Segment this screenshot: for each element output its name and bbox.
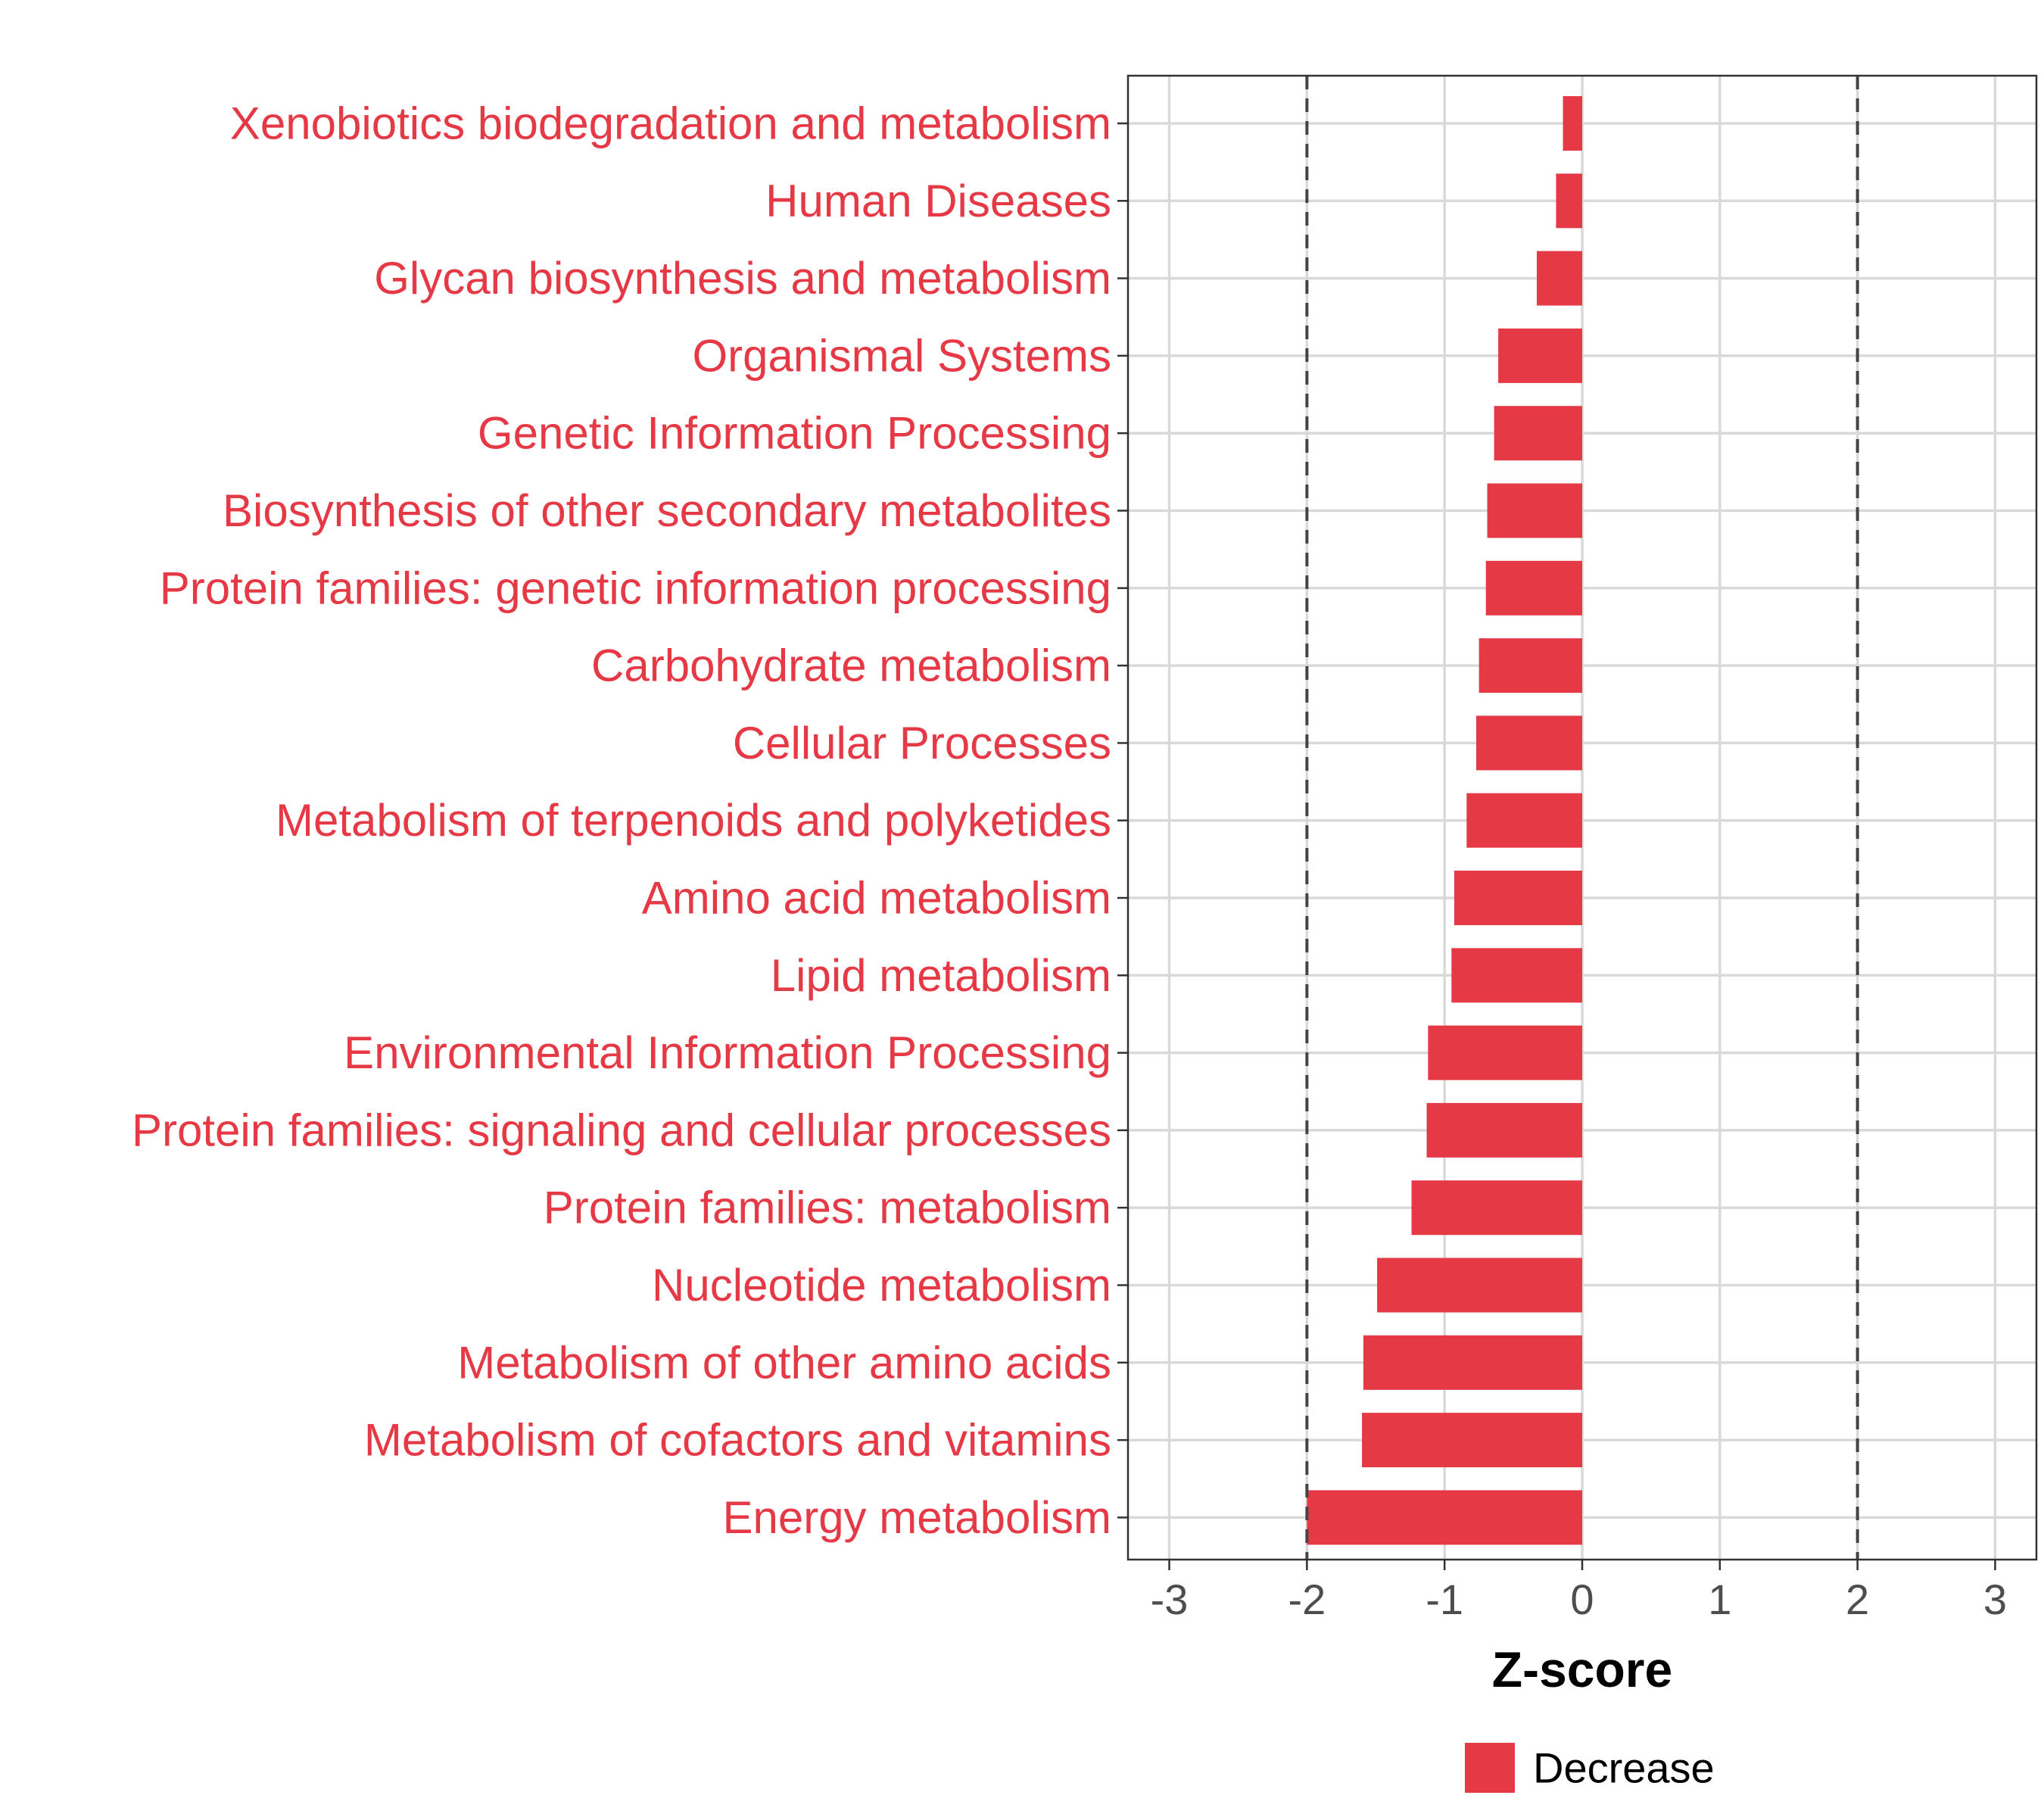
category-label: Metabolism of terpenoids and polyketides [276, 795, 1111, 846]
bar [1454, 871, 1582, 925]
x-axis-ticks: -3 -2 -1 0 1 2 3 [1151, 1560, 2007, 1623]
category-label: Glycan biosynthesis and metabolism [374, 253, 1111, 304]
category-label: Nucleotide metabolism [652, 1260, 1111, 1311]
y-axis-category-labels: Xenobiotics biodegradation and metabolis… [132, 98, 1111, 1543]
x-tick-label: 3 [1983, 1575, 2007, 1623]
bar [1498, 328, 1582, 383]
category-label: Xenobiotics biodegradation and metabolis… [230, 98, 1111, 149]
y-axis-ticks [1117, 122, 1128, 1519]
bar [1494, 406, 1582, 461]
bar [1428, 1025, 1582, 1080]
legend-key-decrease [1465, 1743, 1515, 1793]
bar [1426, 1102, 1582, 1158]
category-label: Cellular Processes [733, 718, 1111, 768]
x-tick-label: 1 [1708, 1575, 1731, 1623]
bar [1451, 948, 1582, 1003]
x-axis-title: Z-score [1492, 1641, 1672, 1697]
reference-lines [1305, 76, 1859, 1560]
x-tick-label: 0 [1570, 1575, 1594, 1623]
category-label: Metabolism of other amino acids [457, 1337, 1111, 1388]
category-label: Carbohydrate metabolism [591, 640, 1111, 691]
bar [1476, 715, 1582, 771]
category-label: Metabolism of cofactors and vitamins [364, 1415, 1111, 1466]
x-tick-label: 2 [1846, 1575, 1869, 1623]
x-tick-label: -1 [1426, 1575, 1463, 1623]
category-label: Biosynthesis of other secondary metaboli… [223, 485, 1111, 536]
category-label: Protein families: metabolism [544, 1183, 1111, 1233]
category-label: Environmental Information Processing [344, 1027, 1111, 1078]
bar [1307, 1490, 1582, 1545]
bar [1363, 1335, 1582, 1390]
bar [1485, 560, 1582, 616]
category-label: Human Diseases [765, 176, 1111, 226]
bar [1478, 638, 1582, 693]
category-label: Genetic Information Processing [478, 408, 1111, 459]
category-label: Energy metabolism [722, 1492, 1111, 1543]
category-label: Protein families: signaling and cellular… [132, 1105, 1111, 1155]
bar [1377, 1258, 1582, 1313]
bar [1563, 96, 1582, 151]
x-tick-label: -3 [1151, 1575, 1189, 1623]
legend-label-decrease: Decrease [1533, 1744, 1715, 1792]
bar [1466, 793, 1582, 848]
bars [1307, 96, 1582, 1545]
category-label: Lipid metabolism [771, 950, 1111, 1001]
bar [1556, 173, 1582, 229]
x-tick-label: -2 [1288, 1575, 1326, 1623]
category-label: Amino acid metabolism [642, 873, 1111, 924]
category-label: Organismal Systems [693, 330, 1111, 381]
category-label: Protein families: genetic information pr… [160, 563, 1111, 613]
legend: Decrease [1465, 1743, 1715, 1793]
bar [1411, 1180, 1582, 1236]
bar [1537, 251, 1582, 306]
bar [1487, 483, 1582, 538]
bar [1362, 1413, 1582, 1468]
